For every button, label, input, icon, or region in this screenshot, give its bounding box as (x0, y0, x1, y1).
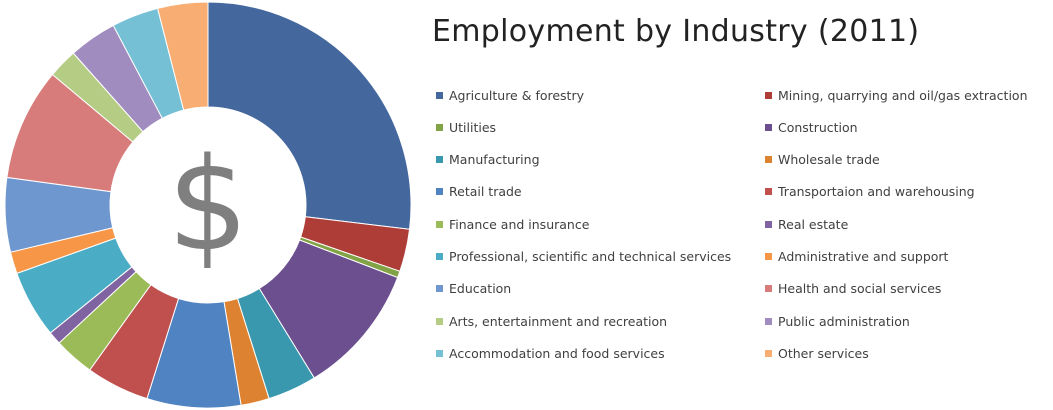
legend-label: Wholesale trade (778, 152, 880, 168)
legend-item-education: Education (436, 280, 511, 298)
legend-label: Manufacturing (449, 152, 540, 168)
legend-swatch (765, 220, 772, 228)
legend-item-transportaion-and-warehousing: Transportaion and warehousing (765, 183, 975, 201)
legend-label: Finance and insurance (449, 216, 590, 232)
legend-swatch (765, 253, 772, 260)
legend-swatch (436, 123, 443, 131)
legend-label: Public administration (778, 313, 910, 329)
legend-swatch (765, 317, 772, 325)
legend-label: Arts, entertainment and recreation (449, 313, 668, 329)
slice-agriculture-forestry (207, 1, 412, 230)
legend-label: Real estate (778, 216, 849, 232)
legend-swatch (436, 253, 443, 260)
donut-chart: $ (4, 1, 412, 409)
legend-label: Transportaion and warehousing (778, 184, 975, 200)
legend-swatch (765, 285, 772, 293)
dollar-icon: $ (167, 131, 248, 280)
legend-item-public-administration: Public administration (765, 312, 910, 330)
legend-swatch (765, 156, 772, 164)
legend-swatch (436, 220, 443, 228)
legend-item-agriculture-forestry: Agriculture & forestry (436, 86, 584, 104)
legend-item-arts-entertainment-and-recreation: Arts, entertainment and recreation (436, 312, 667, 330)
legend-label: Retail trade (449, 184, 522, 200)
legend-item-health-and-social-services: Health and social services (765, 280, 941, 298)
legend-item-finance-and-insurance: Finance and insurance (436, 215, 589, 233)
chart-legend: Agriculture & forestry Mining, quarrying … (436, 86, 1051, 376)
legend-swatch (436, 285, 443, 293)
legend-item-administrative-and-support: Administrative and support (765, 248, 948, 266)
legend-label: Professional, scientific and technical s… (449, 249, 732, 264)
legend-label: Administrative and support (778, 249, 949, 264)
legend-swatch (436, 188, 443, 196)
legend-label: Education (449, 281, 512, 297)
chart-title: Employment by Industry (2011) (432, 14, 920, 49)
legend-item-real-estate: Real estate (765, 215, 848, 233)
legend-swatch (436, 91, 443, 99)
legend-label: Other services (778, 345, 869, 361)
legend-label: Agriculture & forestry (449, 87, 584, 103)
legend-swatch (765, 91, 772, 99)
legend-swatch (436, 317, 443, 325)
legend-label: Utilities (449, 119, 497, 135)
legend-item-wholesale-trade: Wholesale trade (765, 151, 880, 169)
legend-label: Health and social services (778, 281, 942, 297)
legend-item-construction: Construction (765, 118, 858, 136)
legend-label: Mining, quarrying and oil/gas extraction (778, 87, 1028, 103)
legend-item-accommodation-and-food-services: Accommodation and food services (436, 344, 665, 362)
legend-swatch (436, 349, 443, 357)
legend-label: Accommodation and food services (449, 345, 665, 361)
legend-swatch (436, 156, 443, 164)
legend-item-retail-trade: Retail trade (436, 183, 522, 201)
legend-swatch (765, 123, 772, 131)
legend-item-utilities: Utilities (436, 118, 496, 136)
legend-swatch (765, 188, 772, 196)
legend-item-professional-scientific-and-technical-services: Professional, scientific and technical s… (436, 248, 731, 266)
legend-label: Construction (778, 119, 858, 135)
legend-item-manufacturing: Manufacturing (436, 151, 540, 169)
legend-item-mining-quarrying-and-oil-gas-extraction: Mining, quarrying and oil/gas extraction (765, 86, 1028, 104)
slice-other-services (156, 1, 209, 111)
legend-item-other-services: Other services (765, 344, 869, 362)
legend-swatch (765, 349, 772, 357)
